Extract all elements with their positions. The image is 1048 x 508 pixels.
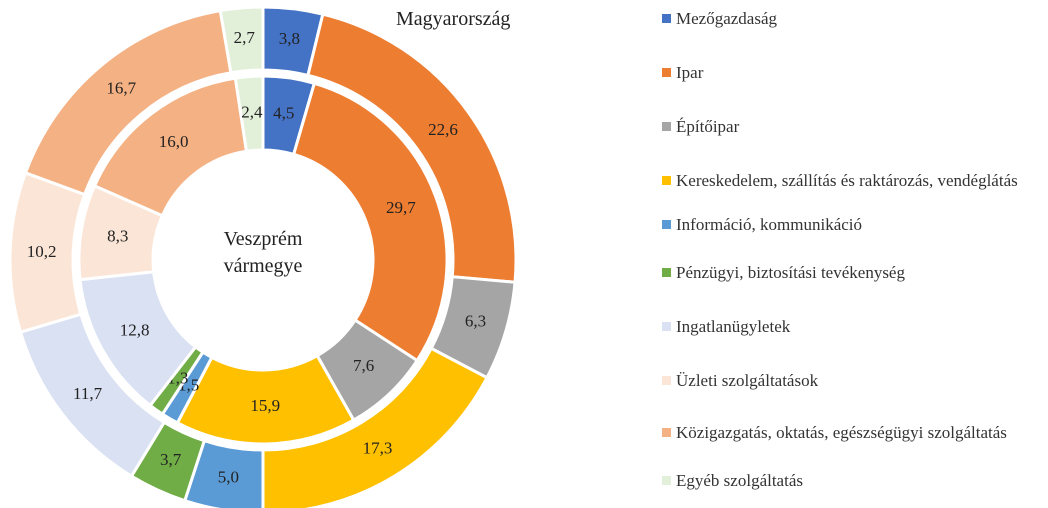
data-label: 6,3 [465,311,486,330]
data-label: 3,7 [160,450,182,469]
data-label: 16,0 [159,132,189,151]
legend-label: Mezőgazdaság [676,9,778,28]
legend-item: Építőipar [662,116,1042,137]
data-label: 8,3 [107,226,128,245]
legend-swatch [662,428,671,437]
legend-item: Ipar [662,62,1042,83]
legend-item: Közigazgatás, oktatás, egészségügyi szol… [662,422,1042,443]
data-label: 5,0 [218,468,239,487]
data-label: 7,6 [353,356,374,375]
legend-label: Pénzügyi, biztosítási tevékenység [676,263,905,282]
legend-item: Ingatlanügyletek [662,316,1042,337]
data-label: 3,8 [279,29,300,48]
legend-label: Közigazgatás, oktatás, egészségügyi szol… [676,423,1007,442]
legend-label: Építőipar [676,117,740,136]
slice [218,5,265,75]
data-label: 22,6 [428,120,458,139]
data-label: 29,7 [386,198,416,217]
legend-label: Ingatlanügyletek [676,317,791,336]
legend-swatch [662,476,671,485]
legend-item: Üzleti szolgáltatások [662,370,1042,391]
data-label: 2,7 [234,28,256,47]
legend-item: Mezőgazdaság [662,8,1042,29]
legend-label: Egyéb szolgáltatás [676,471,803,490]
data-label: 15,9 [250,396,280,415]
legend-swatch [662,322,671,331]
legend-label: Ipar [676,63,704,82]
legend-swatch [662,68,671,77]
slice [261,346,489,508]
slice [233,74,265,153]
slice [291,81,449,363]
legend-item: Egyéb szolgáltatás [662,470,1042,491]
data-label: 10,2 [27,242,57,261]
legend-swatch [662,220,671,229]
legend-swatch [662,176,671,185]
data-label: 2,4 [241,102,263,121]
legend-item: Kereskedelem, szállítás és raktározás, v… [662,170,1042,191]
inner-series-label: Veszprém vármegye [223,228,303,277]
legend-item: Pénzügyi, biztosítási tevékenység [662,262,1042,283]
data-label: 11,7 [73,384,103,403]
legend-label: Üzleti szolgáltatások [676,371,819,390]
data-label: 12,8 [120,321,150,340]
legend-swatch [662,14,671,23]
legend-swatch [662,122,671,131]
data-label: 17,3 [363,438,393,457]
outer-series-label: Magyarország [396,8,511,30]
legend-swatch [662,376,671,385]
legend-item: Információ, kommunikáció [662,214,1042,235]
legend-label: Kereskedelem, szállítás és raktározás, v… [676,171,1018,190]
data-label: 16,7 [106,79,136,98]
legend-swatch [662,268,671,277]
legend-label: Információ, kommunikáció [676,215,863,234]
data-label: 4,5 [273,103,294,122]
